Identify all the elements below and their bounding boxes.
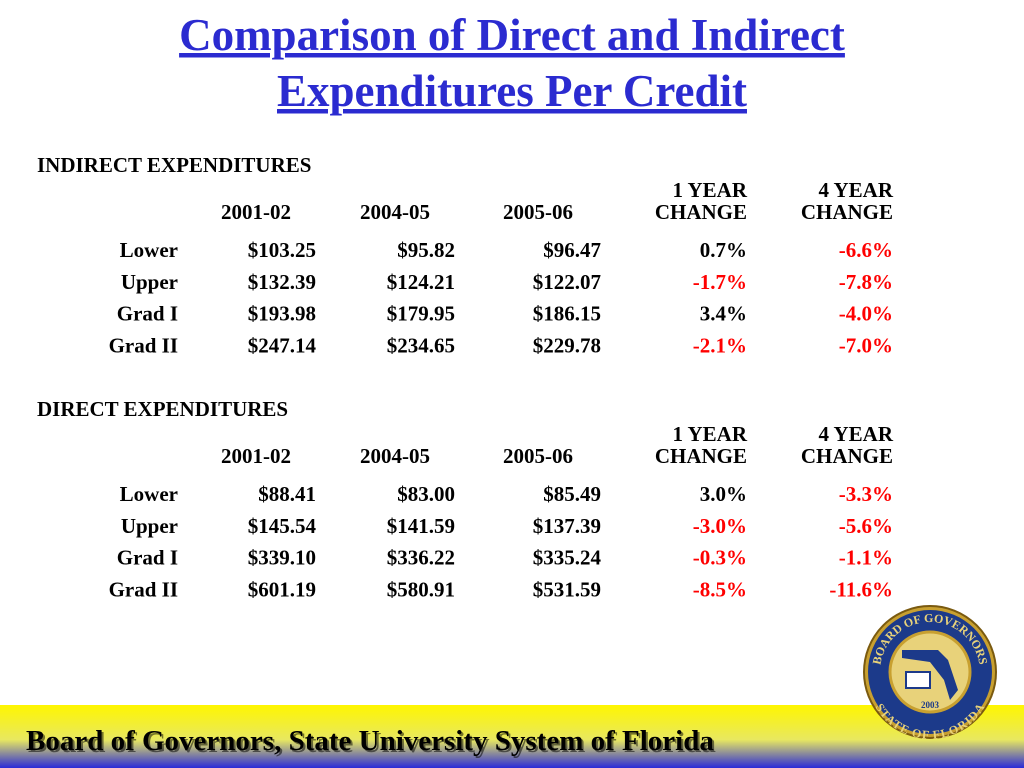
column-header: 4 YEAR <box>819 422 894 446</box>
footer-band <box>0 705 1024 768</box>
table-cell: $179.95 <box>387 302 455 326</box>
table-cell: -3.3% <box>839 482 893 506</box>
table-cell: $83.00 <box>397 482 455 506</box>
table-cell: $96.47 <box>543 238 601 262</box>
row-label: Grad II <box>109 577 178 601</box>
row-label: Upper <box>121 514 178 538</box>
column-header: CHANGE <box>801 200 893 224</box>
table-cell: -0.3% <box>693 546 747 570</box>
table-section: DIRECT EXPENDITURES 2001-02 2004-05 2005-06… <box>37 397 894 601</box>
table-cell: -8.5% <box>693 577 747 601</box>
table-cell: -11.6% <box>829 577 893 601</box>
row-label: Grad I <box>117 546 178 570</box>
column-header: 4 YEAR <box>819 178 894 202</box>
table-cell: $186.15 <box>533 302 601 326</box>
table-cell: -5.6% <box>839 514 893 538</box>
table-cell: $229.78 <box>533 333 601 357</box>
seal-year: 2003 <box>921 700 940 710</box>
footer-text: Board of Governors, State University Sys… <box>26 725 714 757</box>
table-cell: $124.21 <box>387 270 455 294</box>
column-header: 1 YEAR <box>673 422 748 446</box>
table-cell: 0.7% <box>700 238 747 262</box>
table-cell: $335.24 <box>533 546 602 570</box>
table-cell: -6.6% <box>839 238 893 262</box>
table-cell: $339.10 <box>248 546 316 570</box>
table-cell: $137.39 <box>533 514 601 538</box>
column-header: CHANGE <box>801 444 893 468</box>
row-label: Lower <box>120 482 178 506</box>
row-label: Grad II <box>109 333 178 357</box>
table-cell: $193.98 <box>248 302 316 326</box>
column-header: 1 YEAR <box>673 178 748 202</box>
table-cell: 3.0% <box>700 482 747 506</box>
table-cell: -1.7% <box>693 270 747 294</box>
table-cell: $531.59 <box>533 577 601 601</box>
section-heading: DIRECT EXPENDITURES <box>37 397 288 421</box>
table-cell: $132.39 <box>248 270 316 294</box>
column-header: CHANGE <box>655 200 747 224</box>
title-line: Expenditures Per Credit <box>277 66 747 116</box>
table-cell: $145.54 <box>248 514 317 538</box>
table-cell: $88.41 <box>258 482 316 506</box>
column-header: 2004-05 <box>360 200 430 224</box>
section-heading: INDIRECT EXPENDITURES <box>37 153 311 177</box>
row-label: Lower <box>120 238 178 262</box>
table-cell: $580.91 <box>387 577 455 601</box>
table-cell: -3.0% <box>693 514 747 538</box>
table-cell: $122.07 <box>533 270 601 294</box>
column-header: 2001-02 <box>221 200 291 224</box>
table-cell: -7.0% <box>839 333 893 357</box>
footer-shadow: Board of Governors, State University Sys… <box>28 727 716 759</box>
table-cell: $601.19 <box>248 577 316 601</box>
column-header: 2005-06 <box>503 444 573 468</box>
table-cell: $336.22 <box>387 546 455 570</box>
table-cell: -2.1% <box>693 333 747 357</box>
table-cell: $247.14 <box>248 333 317 357</box>
table-cell: $95.82 <box>397 238 455 262</box>
title-line: Comparison of Direct and Indirect <box>179 10 845 60</box>
table-cell: 3.4% <box>700 302 747 326</box>
table-cell: -4.0% <box>839 302 893 326</box>
table-cell: $234.65 <box>387 333 455 357</box>
row-label: Upper <box>121 270 178 294</box>
column-header: 2005-06 <box>503 200 573 224</box>
table-cell: $141.59 <box>387 514 455 538</box>
column-header: 2001-02 <box>221 444 291 468</box>
table-cell: -1.1% <box>839 546 893 570</box>
table-cell: -7.8% <box>839 270 893 294</box>
column-header: CHANGE <box>655 444 747 468</box>
table-section: INDIRECT EXPENDITURES 2001-02 2004-05 2005-… <box>37 153 894 357</box>
column-header: 2004-05 <box>360 444 430 468</box>
row-label: Grad I <box>117 302 178 326</box>
table-cell: $85.49 <box>543 482 601 506</box>
table-cell: $103.25 <box>248 238 316 262</box>
slide-title: Comparison of Direct and Indirect Expendi… <box>179 10 845 116</box>
seal: BOARD OF GOVERNORS STATE OF FLORIDA 2003 <box>863 605 997 742</box>
